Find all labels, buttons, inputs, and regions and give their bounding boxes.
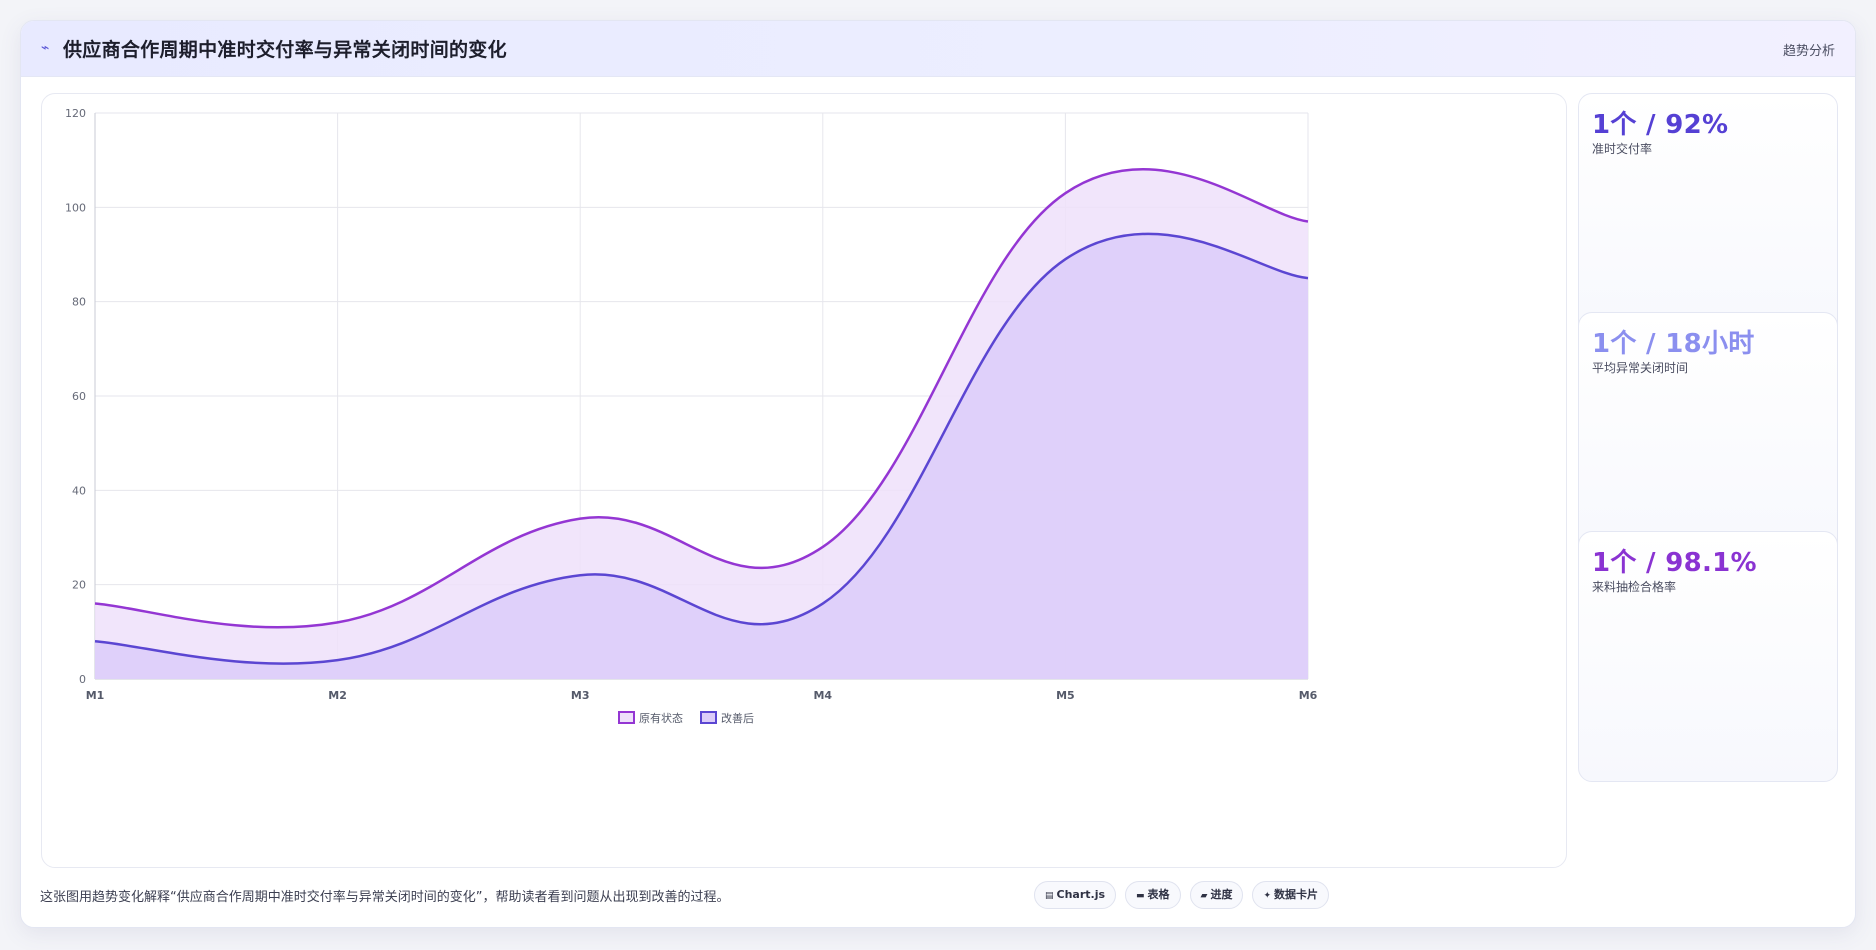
kpi-card-close-time: 1个 / 18小时 平均异常关闭时间 <box>1578 312 1838 563</box>
x-tick-label: M6 <box>1299 689 1318 702</box>
y-tick-label: 80 <box>72 296 86 309</box>
kpi-label: 来料抽检合格率 <box>1592 580 1677 594</box>
kpi-value: 1个 / 92% <box>1592 110 1729 140</box>
y-tick-label: 40 <box>72 484 86 497</box>
kpi-value: 1个 / 98.1% <box>1592 548 1757 578</box>
x-tick-label: M1 <box>86 689 105 702</box>
chart-legend: 原有状态 改善后 <box>618 711 754 725</box>
dashboard-card: ⌁ 供应商合作周期中准时交付率与异常关闭时间的变化 趋势分析 0 20 40 60 80… <box>20 20 1856 928</box>
area-fill-series-1 <box>95 233 1308 679</box>
chart-panel: 0 20 40 60 80 100 120 M1 M2 M3 M4 M5 M6 原有状态 改善后 <box>41 93 1567 868</box>
y-tick-label: 0 <box>79 673 86 686</box>
card-icon: ✦ <box>1263 891 1272 901</box>
kpi-card-on-time-rate: 1个 / 92% 准时交付率 <box>1578 93 1838 344</box>
pill-data-card[interactable]: ✦ 数据卡片 <box>1252 881 1330 909</box>
tech-pills: ▤ Chart.js ▬ 表格 ▰ 进度 ✦ 数据卡片 <box>1034 881 1330 909</box>
y-tick-label: 100 <box>65 201 86 214</box>
progress-icon: ▰ <box>1200 891 1208 901</box>
chart-icon: ▤ <box>1045 891 1054 901</box>
y-tick-label: 60 <box>72 390 86 403</box>
card-header: ⌁ 供应商合作周期中准时交付率与异常关闭时间的变化 趋势分析 <box>21 21 1855 77</box>
pill-chartjs[interactable]: ▤ Chart.js <box>1034 881 1117 909</box>
legend-label: 改善后 <box>721 711 754 725</box>
legend-swatch <box>618 711 635 724</box>
pill-label: 进度 <box>1210 888 1233 901</box>
page-title: 供应商合作周期中准时交付率与异常关闭时间的变化 <box>63 39 507 61</box>
pill-label: Chart.js <box>1056 888 1106 901</box>
pill-label: 表格 <box>1147 888 1170 901</box>
legend-swatch <box>700 711 717 724</box>
area-chart: 0 20 40 60 80 100 120 M1 M2 M3 M4 M5 M6 原有状态 改善后 <box>65 107 1318 725</box>
line-layer <box>94 168 1309 665</box>
trend-icon: ⌁ <box>41 40 50 56</box>
pill-label: 数据卡片 <box>1274 888 1319 901</box>
area-layer <box>95 169 1308 679</box>
kpi-card-pass-rate: 1个 / 98.1% 来料抽检合格率 <box>1578 531 1838 782</box>
x-tick-label: M4 <box>813 689 832 702</box>
kpi-label: 平均异常关闭时间 <box>1592 361 1689 375</box>
pill-table[interactable]: ▬ 表格 <box>1125 881 1181 909</box>
kpi-label: 准时交付率 <box>1592 142 1653 156</box>
y-tick-label: 20 <box>72 579 86 592</box>
x-tick-label: M2 <box>328 689 347 702</box>
line-series-1 <box>94 232 1309 665</box>
tick-layer: 0 20 40 60 80 100 120 M1 M2 M3 M4 M5 M6 <box>65 107 1318 702</box>
y-tick-label: 120 <box>65 107 86 120</box>
pill-progress[interactable]: ▰ 进度 <box>1189 881 1244 909</box>
x-tick-label: M3 <box>571 689 590 702</box>
line-series-0 <box>94 168 1309 629</box>
chart-description: 这张图用趋势变化解释“供应商合作周期中准时交付率与异常关闭时间的变化”，帮助读者… <box>40 890 730 905</box>
legend-label: 原有状态 <box>639 711 683 725</box>
kpi-value: 1个 / 18小时 <box>1592 329 1755 359</box>
header-tag: 趋势分析 <box>1782 44 1835 59</box>
x-tick-label: M5 <box>1056 689 1075 702</box>
table-icon: ▬ <box>1136 891 1145 901</box>
